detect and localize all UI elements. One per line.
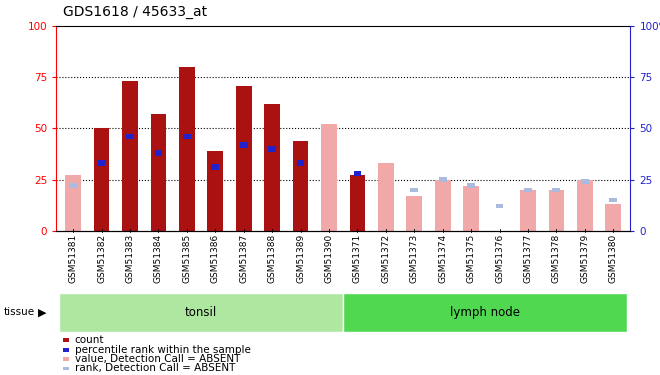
Text: GSM51385: GSM51385 [182,234,191,283]
Bar [65,176,81,231]
Text: rank, Detection Call = ABSENT: rank, Detection Call = ABSENT [75,363,235,374]
Text: GSM51372: GSM51372 [381,234,390,283]
Text: GSM51384: GSM51384 [154,234,163,283]
Bar [496,204,504,209]
Text: GSM51390: GSM51390 [325,234,333,283]
Bar [183,134,191,140]
Bar [581,179,589,184]
Bar [343,292,628,332]
Text: GDS1618 / 45633_at: GDS1618 / 45633_at [63,5,207,19]
Text: GSM51381: GSM51381 [69,234,78,283]
Bar [211,164,219,170]
Text: GSM51380: GSM51380 [609,234,618,283]
Text: GSM51388: GSM51388 [268,234,277,283]
Bar [293,141,308,231]
Bar [296,160,304,166]
Text: tissue: tissue [3,307,34,317]
Bar [264,104,280,231]
Bar [548,190,564,231]
Bar [126,134,134,140]
Text: ▶: ▶ [38,307,47,317]
Bar [463,186,479,231]
Text: GSM51387: GSM51387 [239,234,248,283]
Text: GSM51386: GSM51386 [211,234,220,283]
Text: GSM51373: GSM51373 [410,234,418,283]
Bar [609,198,617,202]
Bar [524,188,532,192]
Text: GSM51383: GSM51383 [125,234,135,283]
Bar [439,177,447,182]
Bar [350,176,365,231]
Bar [435,180,451,231]
Bar [94,128,110,231]
Text: GSM51376: GSM51376 [495,234,504,283]
Bar [236,86,251,231]
Bar [150,114,166,231]
Text: GSM51382: GSM51382 [97,234,106,283]
Bar [411,188,418,192]
Bar [59,292,343,332]
Text: GSM51389: GSM51389 [296,234,305,283]
Bar [98,160,106,166]
Text: tonsil: tonsil [185,306,217,319]
Text: percentile rank within the sample: percentile rank within the sample [75,345,251,355]
Bar [321,124,337,231]
Bar [577,180,593,231]
Bar [378,163,393,231]
Text: lymph node: lymph node [450,306,520,319]
Bar [154,150,162,156]
Bar [520,190,536,231]
Bar [122,81,138,231]
Bar [605,204,621,231]
Text: GSM51377: GSM51377 [523,234,533,283]
Bar [467,183,475,188]
Text: value, Detection Call = ABSENT: value, Detection Call = ABSENT [75,354,240,364]
Bar [240,142,248,148]
Bar [552,188,560,192]
Bar [407,196,422,231]
Bar [179,67,195,231]
Bar [69,183,77,188]
Bar [207,151,223,231]
Text: GSM51379: GSM51379 [580,234,589,283]
Text: count: count [75,335,104,345]
Text: GSM51371: GSM51371 [353,234,362,283]
Text: GSM51378: GSM51378 [552,234,561,283]
Text: GSM51374: GSM51374 [438,234,447,283]
Text: GSM51375: GSM51375 [467,234,476,283]
Bar [354,171,361,176]
Bar [268,146,276,152]
